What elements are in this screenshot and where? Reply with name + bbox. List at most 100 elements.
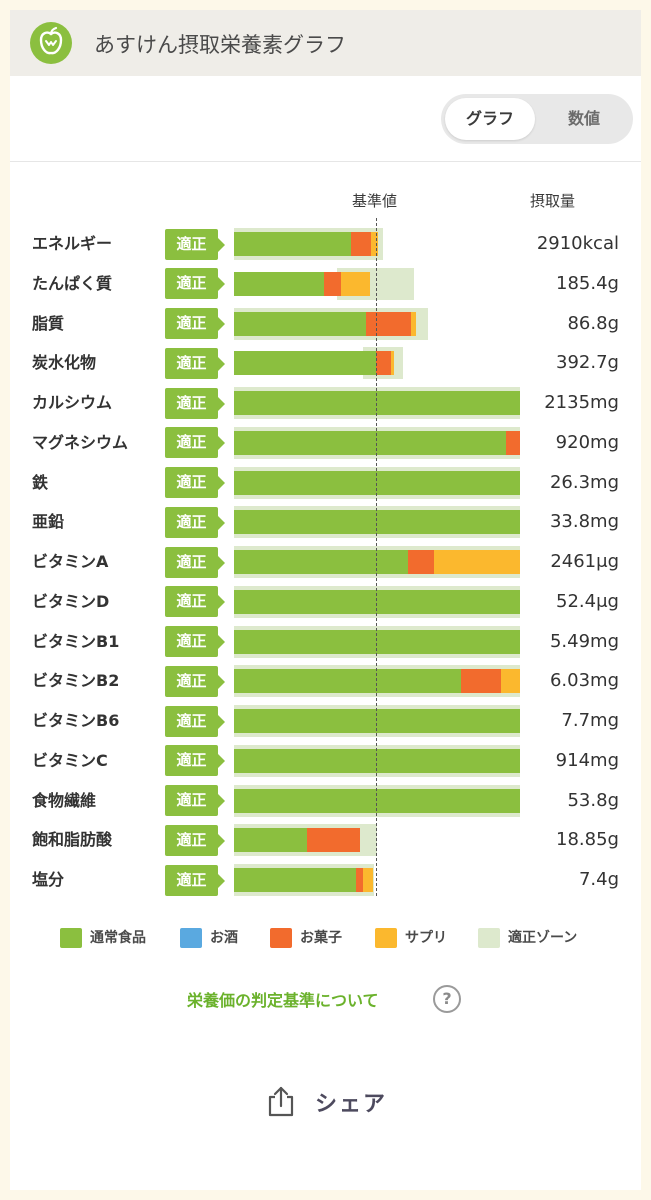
nutrient-label: 食物繊維 <box>32 790 97 810</box>
intake-value: 392.7g <box>556 352 619 374</box>
bar-segment-snacks <box>408 550 435 574</box>
nutrient-bar <box>234 347 520 380</box>
bar-segment-normal-food <box>234 868 356 892</box>
intake-column-header: 摂取量 <box>530 192 576 210</box>
bar-segment-normal-food <box>234 669 462 694</box>
status-badge: 適正 <box>165 745 225 777</box>
nutrient-bar <box>234 307 520 340</box>
nutrient-bar <box>234 228 520 260</box>
bar-segment-snacks <box>355 868 363 892</box>
bar-segment-snacks <box>306 828 360 853</box>
view-toggle[interactable]: グラフ 数値 <box>441 94 633 144</box>
tab-graph[interactable]: グラフ <box>445 98 535 140</box>
nutrient-bar <box>234 466 520 499</box>
intake-value: 914mg <box>555 749 619 771</box>
intake-value: 5.49mg <box>549 630 619 652</box>
bar-segment-normal-food <box>234 788 520 813</box>
bar-segment-supplement <box>371 232 379 256</box>
status-badge: 適正 <box>165 506 225 538</box>
nutrient-bar <box>234 744 520 777</box>
nutrient-label: カルシウム <box>32 393 113 412</box>
nutrient-label: 炭水化物 <box>32 353 97 373</box>
bar-segment-normal-food <box>234 550 409 574</box>
nutrient-label: ビタミンB1 <box>32 631 120 651</box>
apple-icon <box>30 22 72 64</box>
nutrient-label: 飽和脂肪酸 <box>32 830 113 850</box>
intake-value: 7.4g <box>578 869 619 890</box>
nutrient-label: マグネシウム <box>32 432 129 452</box>
nutrient-label: ビタミンB2 <box>32 671 120 691</box>
nutrient-label: ビタミンA <box>32 552 109 571</box>
bar-segment-snacks <box>365 311 412 336</box>
intake-value: 2910kcal <box>536 233 619 254</box>
status-badge: 適正 <box>165 626 225 657</box>
nutrient-bar <box>234 387 520 419</box>
status-badge: 適正 <box>165 665 225 697</box>
legend-swatch <box>375 928 397 948</box>
nutrient-bar <box>234 665 520 698</box>
legend-swatch <box>478 928 500 948</box>
intake-value: 26.3mg <box>549 471 619 493</box>
bar-segment-supplement <box>362 868 373 892</box>
share-button[interactable]: シェア <box>315 1092 388 1117</box>
bar-segment-supplement <box>341 271 370 296</box>
intake-value: 7.7mg <box>561 710 619 731</box>
legend-label: サプリ <box>405 930 447 946</box>
bar-segment-normal-food <box>234 351 376 376</box>
status-badge: 適正 <box>165 228 225 260</box>
criteria-link[interactable]: 栄養価の判定基準について <box>187 991 379 1010</box>
legend-label: お酒 <box>210 930 238 946</box>
status-badge: 適正 <box>165 546 225 578</box>
reference-column-header: 基準値 <box>352 192 398 210</box>
nutrient-label: ビタミンD <box>32 591 110 611</box>
bar-segment-normal-food <box>234 311 366 336</box>
bar-segment-normal-food <box>234 709 520 733</box>
legend-swatch <box>270 928 292 948</box>
nutrient-label: たんぱく質 <box>32 273 113 293</box>
intake-value: 53.8g <box>567 789 619 811</box>
bar-segment-snacks <box>324 271 342 296</box>
nutrient-bar <box>234 426 520 459</box>
bar-segment-normal-food <box>234 828 307 853</box>
status-badge: 適正 <box>165 308 225 339</box>
intake-value: 52.4μg <box>556 590 619 612</box>
bar-segment-supplement <box>434 550 520 574</box>
bar-segment-normal-food <box>234 430 506 455</box>
intake-value: 86.8g <box>567 312 619 334</box>
bar-segment-snacks <box>461 669 502 694</box>
bar-segment-normal-food <box>234 629 520 654</box>
bar-segment-supplement <box>411 311 416 336</box>
status-badge: 適正 <box>165 347 225 379</box>
bar-segment-normal-food <box>234 391 520 415</box>
status-badge: 適正 <box>165 785 225 816</box>
nutrient-label: 鉄 <box>32 472 49 492</box>
nutrition-graph-card: あすけん摂取栄養素グラフ グラフ 数値 基準値 摂取量 エネルギー 適正 2910k… <box>10 10 641 1190</box>
nutrient-bar <box>234 705 520 737</box>
nutrient-label: 亜鉛 <box>32 512 65 532</box>
tab-numeric[interactable]: 数値 <box>567 109 600 128</box>
section-divider <box>10 161 641 162</box>
nutrient-label: ビタミンB6 <box>32 711 120 730</box>
nutrient-label: 脂質 <box>32 313 65 333</box>
legend-swatch <box>60 928 82 948</box>
intake-value: 920mg <box>555 431 619 453</box>
bar-segment-normal-food <box>234 510 520 535</box>
status-badge: 適正 <box>165 586 225 618</box>
question-circle-icon[interactable]: ? <box>433 985 461 1013</box>
bar-segment-normal-food <box>234 271 325 296</box>
intake-value: 2135mg <box>544 392 619 413</box>
nutrient-bar <box>234 585 520 618</box>
bar-segment-snacks <box>505 430 520 455</box>
intake-value: 2461μg <box>550 551 619 572</box>
reference-line <box>376 218 377 896</box>
bar-segment-normal-food <box>234 470 520 495</box>
nutrient-bar <box>234 784 520 817</box>
status-badge: 適正 <box>165 387 225 419</box>
nutrient-bar <box>234 824 520 857</box>
share-upload-icon[interactable] <box>264 1084 298 1118</box>
bar-segment-normal-food <box>234 748 520 773</box>
legend-label: 通常食品 <box>90 930 146 946</box>
nutrient-bar <box>234 864 520 896</box>
legend-label: お菓子 <box>300 930 342 946</box>
nutrient-label: 塩分 <box>32 870 65 889</box>
